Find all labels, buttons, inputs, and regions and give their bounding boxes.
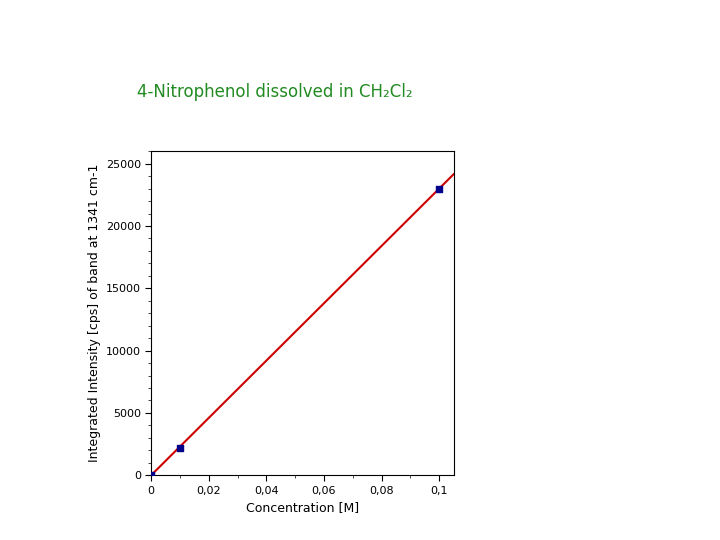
Text: Intensity – Concentration: Intensity – Concentration — [156, 24, 629, 57]
Y-axis label: Integrated Intensity [cps] of band at 1341 cm-1: Integrated Intensity [cps] of band at 13… — [89, 164, 102, 462]
X-axis label: Concentration [M]: Concentration [M] — [246, 501, 359, 514]
Text: 4-Nitrophenol dissolved in CH₂Cl₂: 4-Nitrophenol dissolved in CH₂Cl₂ — [137, 83, 413, 101]
Point — [145, 471, 157, 480]
Point — [433, 184, 445, 193]
Point — [174, 443, 186, 452]
